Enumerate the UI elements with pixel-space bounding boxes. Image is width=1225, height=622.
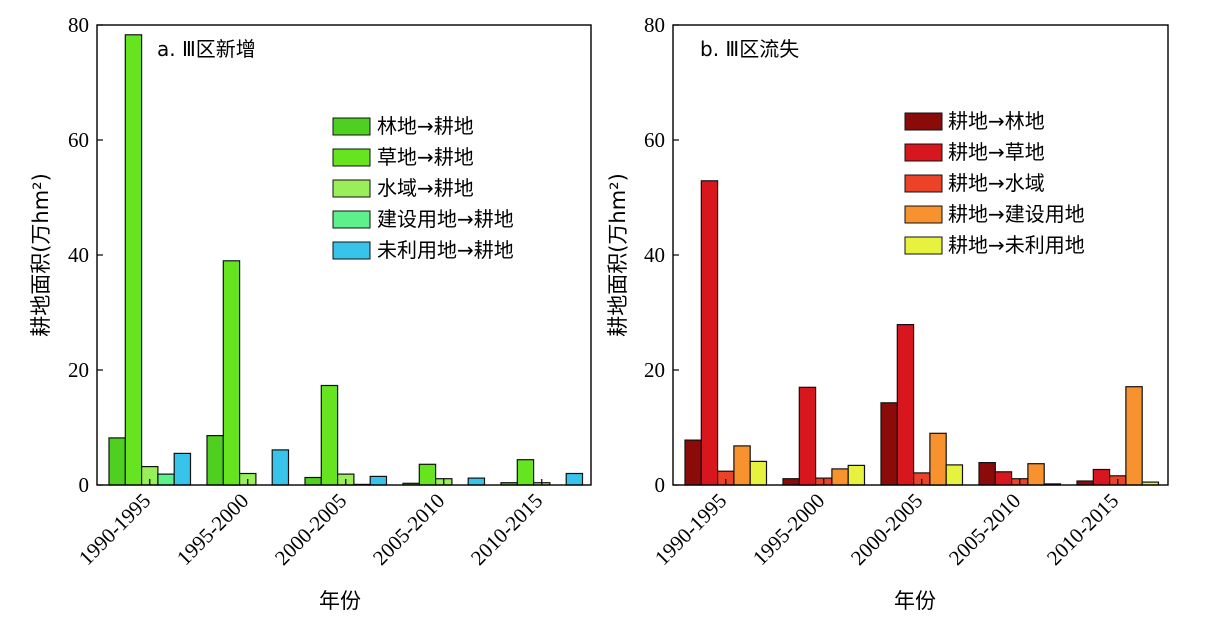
bar-1-5-4 [467,477,486,486]
legend-swatch-4 [332,210,371,229]
bar-2-2-2 [798,386,817,486]
x-category-label: 2010-2015 [466,489,547,570]
panel-title: b. Ⅲ区流失 [700,37,799,61]
bar-2-1-1 [684,439,702,486]
bar-1-5-2 [271,449,290,486]
legend-label-3: 耕地→水域 [948,171,1045,195]
bar-2-5-3 [945,464,964,486]
bar-1-4-1 [157,473,175,486]
bar-1-2-4 [418,463,437,486]
y-tick-label: 60 [68,128,89,152]
y-tick-label: 20 [68,358,89,382]
y-tick-label: 20 [644,358,665,382]
y-tick-label: 80 [68,13,89,37]
legend-label-5: 耕地→未利用地 [948,233,1085,257]
legend-swatch-1 [332,117,371,136]
legend-label-3: 水域→耕地 [377,176,474,200]
legend-label-2: 草地→耕地 [377,145,474,169]
y-axis-title: 耕地面积(万hm²) [29,173,53,337]
bar-1-2-3 [320,384,339,486]
legend-swatch-3 [904,174,943,193]
x-category-label: 1990-1995 [74,489,155,570]
bar-1-2-5 [516,459,535,486]
y-tick-label: 40 [68,243,89,267]
y-tick-label: 0 [655,473,666,497]
bar-2-5-2 [847,464,866,486]
bar-2-4-1 [733,445,751,486]
legend-swatch-2 [332,148,371,167]
legend-swatch-5 [904,236,943,255]
legend-swatch-3 [332,179,371,198]
bar-1-1-3 [304,476,322,486]
bar-2-4-3 [929,432,947,486]
y-tick-label: 80 [644,13,665,37]
legend-label-4: 建设用地→耕地 [377,207,514,231]
bar-2-2-1 [700,180,719,486]
chart-panel-b: 0 20 40 60 80 1990-1995 1995-2000 2000-2005 2005… [606,13,1169,613]
bar-2-2-4 [994,471,1013,486]
legend-swatch-5 [332,241,371,260]
legend-label-1: 耕地→林地 [948,109,1045,133]
bar-2-1-3 [880,402,898,486]
legend-swatch-1 [904,112,943,131]
legend-swatch-2 [904,143,943,162]
x-axis-title: 年份 [894,589,936,613]
y-tick-label: 0 [79,473,90,497]
bar-2-2-3 [896,324,915,486]
x-category-label: 1990-1995 [650,489,731,570]
y-tick-label: 60 [644,128,665,152]
chart-panel-a: 0 20 40 60 80 1990-1995 1995-2000 2000-2005 2005… [29,13,592,613]
bar-1-5-5 [565,472,584,486]
x-category-label: 2005-2010 [944,489,1025,570]
bar-1-1-1 [108,437,126,486]
x-category-label: 2010-2015 [1042,489,1123,570]
legend-label-5: 未利用地→耕地 [377,238,514,262]
panel-title: a. Ⅲ区新增 [157,37,256,61]
x-category-label: 2005-2010 [368,489,449,570]
legend-swatch-4 [904,205,943,224]
y-tick-label: 40 [644,243,665,267]
x-category-label: 1995-2000 [748,489,829,570]
bar-2-4-2 [831,468,849,486]
legend-label-1: 林地→耕地 [377,114,474,138]
bar-2-4-4 [1027,463,1045,486]
y-axis-title: 耕地面积(万hm²) [606,173,630,337]
x-axis-title: 年份 [319,589,361,613]
bar-2-5-1 [749,460,768,486]
x-category-label: 2000-2005 [270,489,351,570]
legend-label-4: 耕地→建设用地 [948,202,1085,226]
bar-1-2-1 [124,34,143,486]
bar-1-2-2 [222,260,241,486]
x-category-label: 2000-2005 [846,489,927,570]
plot-frame [672,24,1169,486]
bar-2-2-5 [1092,468,1111,486]
x-category-label: 1995-2000 [172,489,253,570]
bar-1-1-2 [206,435,224,486]
bar-1-5-1 [173,452,192,486]
bar-1-5-3 [369,475,388,486]
legend-label-2: 耕地→草地 [948,140,1045,164]
bar-2-4-5 [1125,386,1143,486]
bar-2-1-2 [782,478,800,486]
bar-2-1-4 [978,462,996,486]
